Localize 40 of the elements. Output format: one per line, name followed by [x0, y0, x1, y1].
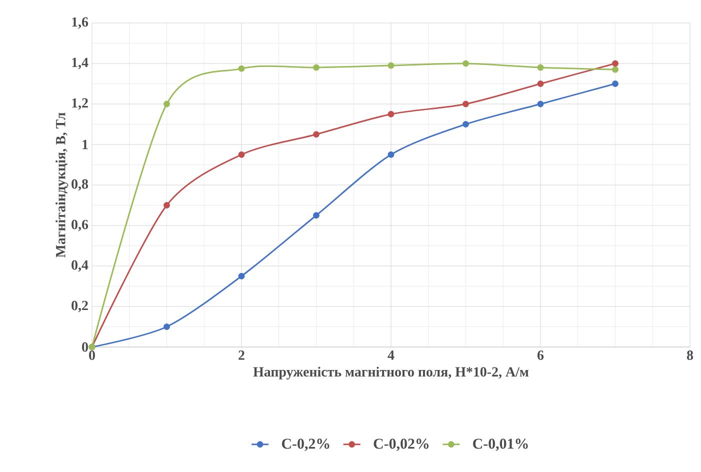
point — [612, 60, 618, 67]
point — [238, 151, 245, 158]
point — [537, 64, 544, 71]
x-tick-label: 0 — [89, 350, 95, 360]
y-tick-label: 0,6 — [72, 220, 88, 232]
point — [313, 64, 320, 71]
point — [164, 100, 170, 108]
point — [388, 110, 394, 118]
point — [612, 66, 618, 73]
y-tick-label: 0,4 — [72, 260, 88, 272]
y-tick-label: 1 — [82, 140, 88, 150]
point — [537, 100, 544, 108]
x-tick-label: 4 — [388, 350, 394, 360]
point — [388, 151, 394, 158]
y-tick-label: 0 — [82, 342, 88, 352]
y-tick-label: 0,2 — [72, 300, 88, 312]
x-tick-label: 2 — [238, 350, 244, 360]
legend-label: C-0,2% — [282, 438, 330, 451]
point — [313, 131, 320, 138]
x-tick-label: 8 — [686, 350, 694, 360]
y-tick-label: 1,4 — [72, 58, 88, 70]
point — [462, 60, 469, 67]
point — [612, 80, 618, 87]
legend-label: C-0,01% — [473, 438, 528, 451]
y-tick-label: 1,6 — [72, 17, 88, 29]
point — [388, 62, 394, 69]
point — [537, 80, 544, 87]
point — [462, 100, 469, 108]
point — [313, 212, 320, 219]
x-axis-title: Напруженість магнітного поля, Н*10-2, А/м — [253, 366, 528, 380]
point — [238, 65, 245, 72]
legend-label: C-0,02% — [374, 438, 429, 451]
y-tick-label: 1,2 — [72, 98, 88, 110]
point — [238, 272, 245, 280]
y-tick-label: 0,8 — [72, 179, 88, 191]
point — [164, 202, 170, 208]
x-tick-label: 6 — [537, 350, 544, 360]
point — [164, 324, 170, 330]
point — [462, 121, 469, 128]
y-axis-title: Магнітаіндукція, В, Тл — [56, 112, 68, 258]
